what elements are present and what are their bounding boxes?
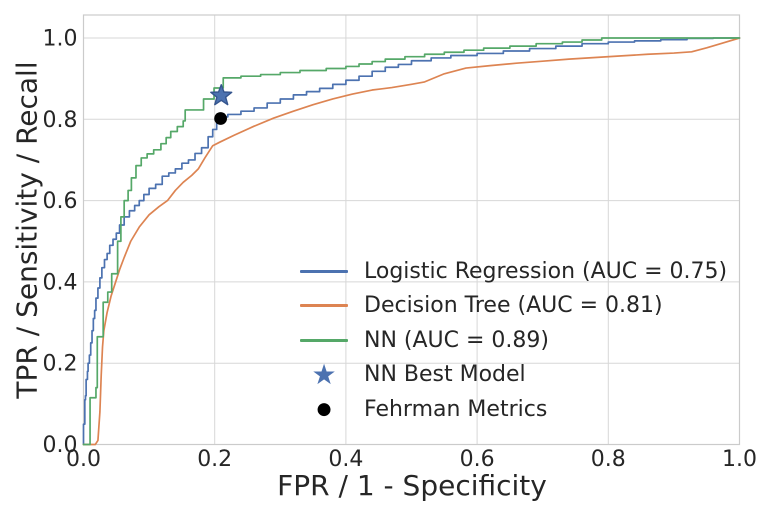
y-tick-label-0.8: 0.8: [43, 108, 78, 133]
x-axis-label: FPR / 1 - Specificity: [277, 469, 547, 502]
x-tick-label-0.0: 0.0: [66, 447, 101, 472]
legend-item-decision-tree: Decision Tree (AUC = 0.81): [288, 289, 727, 324]
dot-icon: ●: [316, 398, 332, 419]
orange-line-icon: [300, 304, 348, 308]
axes-spines: [82, 14, 741, 446]
legend-label: NN Best Model: [364, 362, 526, 388]
curves-layer: [82, 37, 741, 446]
legend-sample: [288, 338, 360, 342]
blue-line-icon: [300, 269, 348, 273]
y-tick-label-0.6: 0.6: [43, 189, 78, 214]
x-tick-label-0.8: 0.8: [591, 447, 626, 472]
curve-nn-auc-0-89: [82, 37, 741, 446]
legend-sample: [288, 304, 360, 308]
legend-item-logistic-regression: Logistic Regression (AUC = 0.75): [288, 254, 727, 289]
tick-labels-layer: 0.0 0.2 0.4 0.6 0.8 1.0 0.0 0.2 0.4 0.6 0.8 1.0: [43, 27, 758, 473]
y-axis-label: TPR / Sensitivity / Recall: [10, 61, 44, 399]
legend-item-nn-best-model: ★ NN Best Model: [288, 358, 727, 393]
legend: Logistic Regression (AUC = 0.75) Decisio…: [288, 254, 727, 427]
curve-logistic-regression-auc-0-75: [82, 37, 741, 446]
legend-sample: [288, 269, 360, 273]
marker-fehrman-metrics: [214, 112, 228, 125]
y-tick-label-0.4: 0.4: [43, 270, 78, 295]
axes-box: [82, 14, 741, 446]
y-tick-label-0.0: 0.0: [43, 433, 78, 458]
star-icon: ★: [311, 357, 337, 391]
marker-nn-best-model: [210, 84, 233, 106]
curve-decision-tree-auc-0-81: [82, 37, 741, 446]
legend-label: Logistic Regression (AUC = 0.75): [364, 258, 728, 284]
legend-sample: ★: [288, 357, 360, 391]
legend-label: Fehrman Metrics: [364, 396, 548, 422]
markers-layer: [210, 84, 233, 125]
legend-item-nn: NN (AUC = 0.89): [288, 323, 727, 358]
green-line-icon: [300, 338, 348, 342]
x-tick-label-0.4: 0.4: [328, 447, 363, 472]
x-tick-label-0.2: 0.2: [197, 447, 232, 472]
y-tick-label-0.2: 0.2: [43, 352, 78, 377]
y-tick-label-1.0: 1.0: [43, 27, 78, 52]
x-tick-label-1.0: 1.0: [722, 447, 757, 472]
legend-sample: ●: [288, 398, 360, 419]
x-tick-label-0.6: 0.6: [460, 447, 495, 472]
legend-label: NN (AUC = 0.89): [364, 327, 549, 353]
legend-item-fehrman-metrics: ● Fehrman Metrics: [288, 392, 727, 427]
legend-label: Decision Tree (AUC = 0.81): [364, 293, 663, 319]
